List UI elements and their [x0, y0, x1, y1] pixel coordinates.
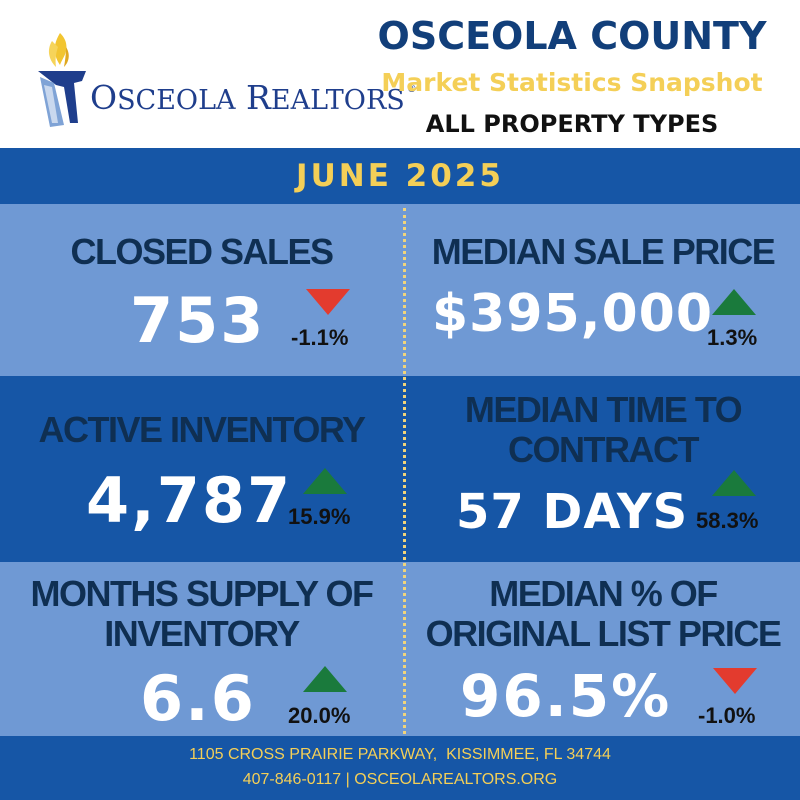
- registered-mark: ®: [406, 84, 417, 95]
- property-types-label: ALL PROPERTY TYPES: [425, 110, 719, 138]
- arrow-up-icon: [303, 666, 347, 692]
- median-sale-price-card: MEDIAN SALE PRICE $395,000 1.3%: [406, 204, 800, 376]
- active-inventory-value: 4,787: [86, 464, 293, 537]
- median-time-to-contract-value: 57 DAYS: [456, 484, 689, 540]
- active-inventory-label: ACTIVE INVENTORY: [38, 409, 366, 450]
- arrow-up-icon: [712, 470, 756, 496]
- logo-wordmark: OSCEOLA REALTORS ®: [90, 78, 417, 117]
- logo-initial-o: O: [90, 78, 118, 117]
- snapshot-subtitle: Market Statistics Snapshot: [381, 68, 763, 97]
- closed-sales-change: -1.1%: [291, 325, 349, 350]
- torch-logo-icon: [38, 33, 86, 127]
- median-time-to-contract-label-line2: CONTRACT: [508, 429, 699, 470]
- address-text: 1105 CROSS PRAIRIE PARKWAY, KISSIMMEE, F…: [189, 746, 611, 763]
- stats-row-1: CLOSED SALES 753 -1.1% MEDIAN SALE PRICE…: [0, 204, 800, 376]
- median-pct-list-price-value: 96.5%: [460, 662, 672, 730]
- median-pct-list-price-label-line1: MEDIAN % OF: [489, 573, 718, 614]
- header: OSCEOLA REALTORS ® OSCEOLA COUNTY Market …: [0, 0, 800, 148]
- median-time-to-contract-change: 58.3%: [696, 508, 759, 533]
- median-pct-list-price-change: -1.0%: [698, 703, 756, 728]
- logo-initial-r: R: [246, 78, 271, 117]
- active-inventory-card: ACTIVE INVENTORY 4,787 15.9%: [0, 376, 403, 562]
- arrow-up-icon: [712, 289, 756, 315]
- arrow-down-icon: [306, 289, 350, 315]
- median-sale-price-label: MEDIAN SALE PRICE: [431, 231, 776, 272]
- period-band: JUNE 2025: [0, 148, 800, 204]
- closed-sales-label: CLOSED SALES: [70, 231, 334, 272]
- months-supply-card: MONTHS SUPPLY OF INVENTORY 6.6 20.0%: [0, 562, 403, 736]
- months-supply-label-line1: MONTHS SUPPLY OF: [30, 573, 374, 614]
- median-time-to-contract-card: MEDIAN TIME TO CONTRACT 57 DAYS 58.3%: [406, 376, 800, 562]
- months-supply-change: 20.0%: [288, 703, 351, 728]
- footer: 1105 CROSS PRAIRIE PARKWAY, KISSIMMEE, F…: [0, 736, 800, 800]
- median-pct-list-price-card: MEDIAN % OF ORIGINAL LIST PRICE 96.5% -1…: [406, 562, 800, 736]
- median-pct-list-price-label-line2: ORIGINAL LIST PRICE: [425, 613, 782, 654]
- logo-rest-realtors: EALTORS: [270, 85, 405, 116]
- contact-text: 407-846-0117 | OSCEOLAREALTORS.ORG: [242, 771, 558, 788]
- period-label: JUNE 2025: [296, 158, 504, 194]
- stats-row-2: ACTIVE INVENTORY 4,787 15.9% MEDIAN TIME…: [0, 376, 800, 562]
- closed-sales-value: 753: [130, 284, 266, 357]
- median-sale-price-change: 1.3%: [707, 325, 758, 350]
- months-supply-value: 6.6: [140, 662, 256, 735]
- arrow-down-icon: [713, 668, 757, 694]
- dotted-divider: [403, 208, 406, 734]
- median-sale-price-value: $395,000: [432, 284, 714, 344]
- months-supply-label-line2: INVENTORY: [104, 613, 300, 654]
- arrow-up-icon: [303, 468, 347, 494]
- county-title: OSCEOLA COUNTY: [377, 14, 767, 58]
- stats-row-3: MONTHS SUPPLY OF INVENTORY 6.6 20.0% MED…: [0, 562, 800, 736]
- logo-rest-osceola: SCEOLA: [117, 85, 236, 116]
- active-inventory-change: 15.9%: [288, 504, 351, 529]
- closed-sales-card: CLOSED SALES 753 -1.1%: [0, 204, 403, 376]
- median-time-to-contract-label-line1: MEDIAN TIME TO: [464, 389, 743, 430]
